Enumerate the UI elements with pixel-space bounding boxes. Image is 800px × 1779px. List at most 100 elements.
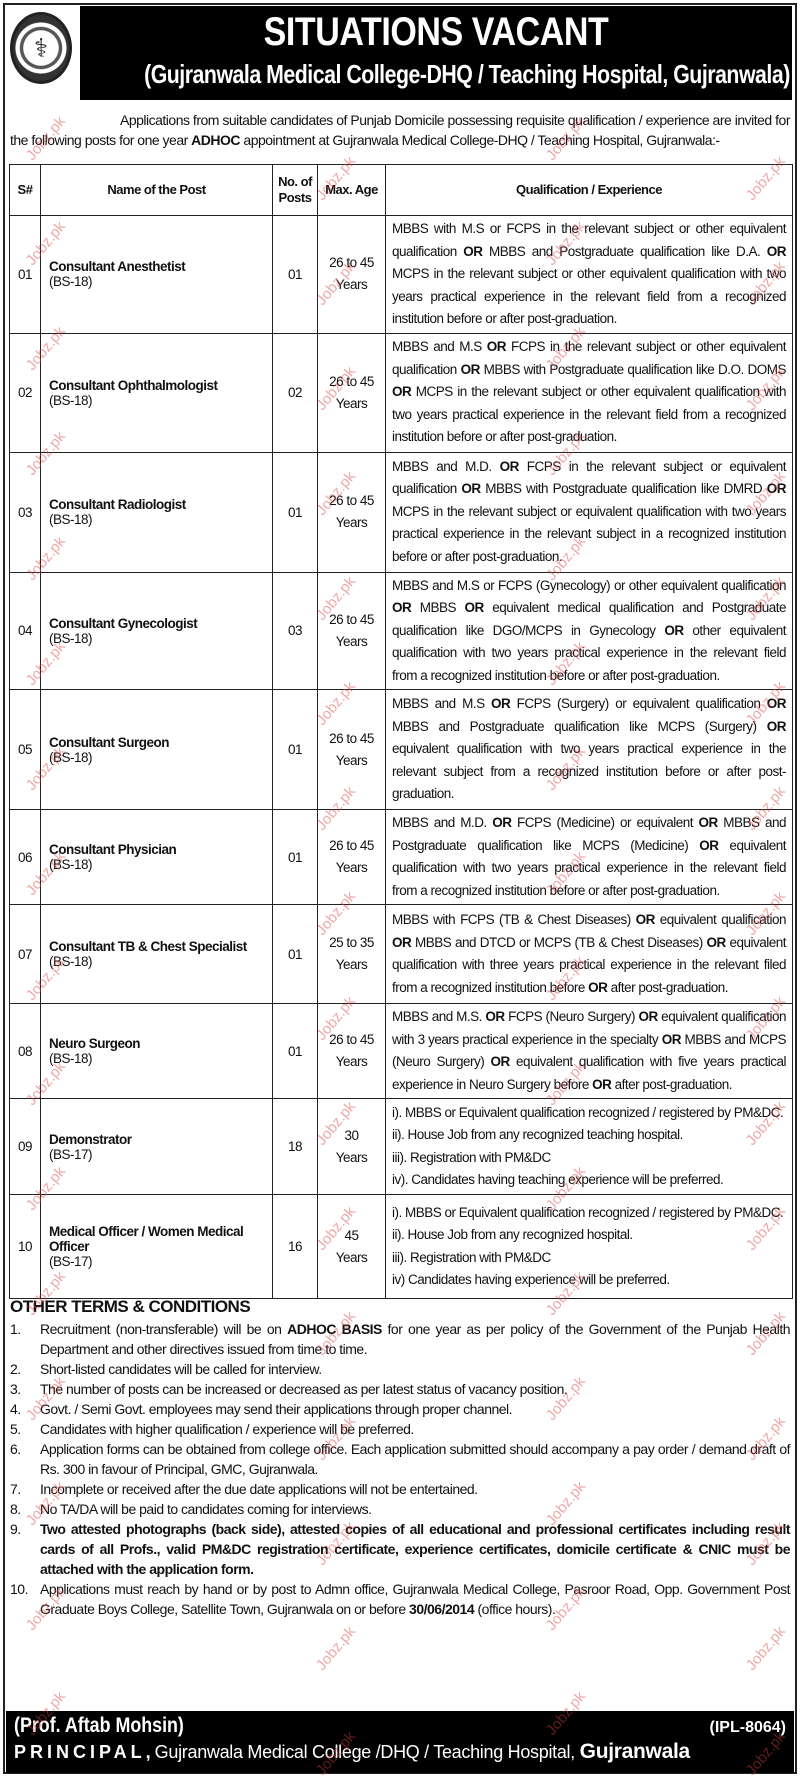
- serial-cell: 08: [9, 1003, 41, 1099]
- posts-count-cell: 01: [272, 689, 318, 810]
- post-name-cell: Demonstrator (BS-17): [40, 1098, 273, 1195]
- posts-count-cell: 16: [272, 1194, 318, 1299]
- qualification-item: ii). House Job from any recognized hospi…: [392, 1227, 633, 1242]
- col-header-age: Max. Age: [317, 164, 386, 216]
- max-age-cell: 26 to 45 Years: [317, 809, 386, 905]
- term-item: 7. Incomplete or received after the due d…: [10, 1481, 478, 1497]
- serial-cell: 07: [9, 904, 41, 1004]
- term-item: 6. Application forms can be obtained from…: [10, 1441, 791, 1477]
- table-row: 02 Consultant Ophthalmologist (BS-18) 02 …: [9, 332, 793, 453]
- qualification-cell: MBBS and M.S OR FCPS in the relevant sub…: [385, 332, 793, 453]
- table-row: 09 Demonstrator (BS-17) 18 30 Years i). MBB…: [9, 1098, 793, 1195]
- post-name: Consultant Radiologist: [49, 497, 186, 512]
- post-grade: (BS-18): [49, 749, 93, 765]
- post-grade: (BS-17): [49, 1254, 93, 1269]
- serial-cell: 04: [9, 571, 41, 690]
- post-grade: (BS-18): [49, 1051, 93, 1066]
- posts-count-cell: 01: [272, 215, 318, 334]
- table-row: 01 Consultant Anesthetist (BS-18) 01 26 t…: [9, 215, 793, 334]
- post-name: Medical Officer / Women Medical Officer: [49, 1224, 244, 1254]
- max-age-cell: 26 to 45 Years: [317, 215, 386, 334]
- qualification-cell: i). MBBS or Equivalent qualification rec…: [385, 1194, 793, 1299]
- qualification-cell: MBBS and M.D. OR FCPS in the relevant su…: [385, 451, 793, 573]
- post-name-cell: Consultant Anesthetist (BS-18): [40, 215, 273, 334]
- qualification-item: iv). Candidates having teaching experien…: [392, 1172, 724, 1187]
- serial-cell: 10: [9, 1194, 41, 1299]
- col-header-name: Name of the Post: [40, 164, 273, 216]
- max-age-cell: 25 to 35 Years: [317, 904, 386, 1004]
- posts-table: S# Name of the Post No. of Posts Max. Ag…: [9, 164, 793, 1299]
- term-item: 4. Govt. / Semi Govt. employees may send …: [10, 1401, 513, 1417]
- post-grade: (BS-18): [49, 630, 93, 646]
- serial-cell: 05: [9, 689, 41, 810]
- col-header-qualification: Qualification / Experience: [385, 164, 793, 216]
- terms-title: OTHER TERMS & CONDITIONS: [10, 1297, 251, 1316]
- serial-cell: 03: [9, 451, 41, 573]
- posts-count-cell: 02: [272, 332, 318, 453]
- qualification-item: iii). Registration with PM&DC: [392, 1249, 551, 1265]
- post-name: Consultant TB & Chest Specialist: [49, 939, 247, 954]
- max-age-cell: 30 Years: [317, 1098, 386, 1195]
- post-name-cell: Consultant Gynecologist (BS-18): [40, 571, 273, 690]
- signatory-name: (Prof. Aftab Mohsin): [14, 1714, 184, 1737]
- terms-section: OTHER TERMS & CONDITIONS 1. Recruitment (…: [10, 1297, 791, 1619]
- post-name-cell: Neuro Surgeon (BS-18): [40, 1003, 273, 1099]
- page-subtitle: (Gujranwala Medical College-DHQ / Teachi…: [144, 59, 790, 89]
- post-grade: (BS-18): [49, 392, 93, 408]
- designation: PRINCIPAL,: [14, 1742, 155, 1762]
- max-age-cell: 26 to 45 Years: [317, 689, 386, 810]
- post-name: Neuro Surgeon: [49, 1036, 141, 1051]
- qualification-item: i). MBBS or Equivalent qualification rec…: [392, 1104, 784, 1120]
- qualification-cell: MBBS and M.D. OR FCPS (Medicine) or equi…: [385, 809, 793, 905]
- page-title: SITUATIONS VACANT: [263, 10, 609, 54]
- serial-cell: 02: [9, 332, 41, 453]
- post-name: Consultant Gynecologist: [49, 615, 198, 631]
- term-item: 5. Candidates with higher qualification /…: [10, 1421, 414, 1437]
- qualification-cell: MBBS with M.S or FCPS in the relevant su…: [385, 215, 793, 334]
- qualification-cell: MBBS and M.S or FCPS (Gynecology) or oth…: [385, 571, 793, 690]
- ad-frame: [3, 3, 797, 1774]
- table-row: 08 Neuro Surgeon (BS-18) 01 26 to 45 Years…: [9, 1003, 793, 1099]
- posts-count-cell: 03: [272, 571, 318, 690]
- max-age-cell: 26 to 45 Years: [317, 451, 386, 573]
- post-grade: (BS-18): [49, 954, 93, 969]
- post-name-cell: Medical Officer / Women Medical Officer(…: [40, 1194, 273, 1299]
- term-item: 1. Recruitment (non-transferable) will be…: [10, 1321, 791, 1357]
- table-row: 03 Consultant Radiologist (BS-18) 01 26 t…: [9, 451, 793, 573]
- term-item: 10. Applications must reach by hand or by…: [10, 1581, 791, 1617]
- intro-text: Applications from suitable candidates of…: [10, 112, 791, 148]
- caduceus-icon: ⚕: [33, 32, 49, 63]
- serial-cell: 06: [9, 809, 41, 905]
- table-row: 10 Medical Officer / Women Medical Offic…: [9, 1194, 793, 1299]
- post-name: Consultant Physician: [49, 842, 177, 857]
- max-age-cell: 45 Years: [317, 1194, 386, 1299]
- post-grade: (BS-18): [49, 512, 93, 527]
- qualification-item: i). MBBS or Equivalent qualification rec…: [392, 1204, 784, 1220]
- serial-cell: 09: [9, 1098, 41, 1195]
- qualification-item: iv) Candidates having experience will be…: [392, 1272, 670, 1287]
- qualification-cell: MBBS with FCPS (TB & Chest Diseases) OR …: [385, 904, 793, 1004]
- col-header-posts: No. of Posts: [272, 164, 318, 216]
- post-name-cell: Consultant Physician (BS-18): [40, 809, 273, 905]
- term-item: 8. No TA/DA will be paid to candidates co…: [10, 1501, 372, 1517]
- table-row: 06 Consultant Physician (BS-18) 01 26 to …: [9, 809, 793, 905]
- posts-count-cell: 01: [272, 451, 318, 573]
- table-row: 07 Consultant TB & Chest Specialist (BS-1…: [9, 904, 793, 1004]
- posts-count-cell: 01: [272, 904, 318, 1004]
- post-name-cell: Consultant Radiologist (BS-18): [40, 451, 273, 573]
- col-header-sn: S#: [9, 164, 41, 216]
- max-age-cell: 26 to 45 Years: [317, 1003, 386, 1099]
- qualification-cell: i). MBBS or Equivalent qualification rec…: [385, 1098, 793, 1195]
- qualification-cell: MBBS and M.S OR FCPS (Surgery) or equiva…: [385, 689, 793, 810]
- post-name-cell: Consultant Surgeon (BS-18): [40, 689, 273, 810]
- header-banner: SITUATIONS VACANT (Gujranwala Medical Co…: [80, 6, 792, 100]
- term-item: 9. Two attested photographs (back side), …: [10, 1521, 791, 1577]
- qualification-item: ii). House Job from any recognized teach…: [392, 1127, 683, 1142]
- table-row: 04 Consultant Gynecologist (BS-18) 03 26 …: [9, 571, 793, 690]
- post-grade: (BS-18): [49, 857, 93, 872]
- post-grade: (BS-18): [49, 274, 93, 290]
- post-grade: (BS-17): [49, 1146, 93, 1162]
- serial-cell: 01: [9, 215, 41, 334]
- ad-reference: (IPL-8064): [709, 1719, 786, 1736]
- qualification-item: iii). Registration with PM&DC: [392, 1149, 551, 1165]
